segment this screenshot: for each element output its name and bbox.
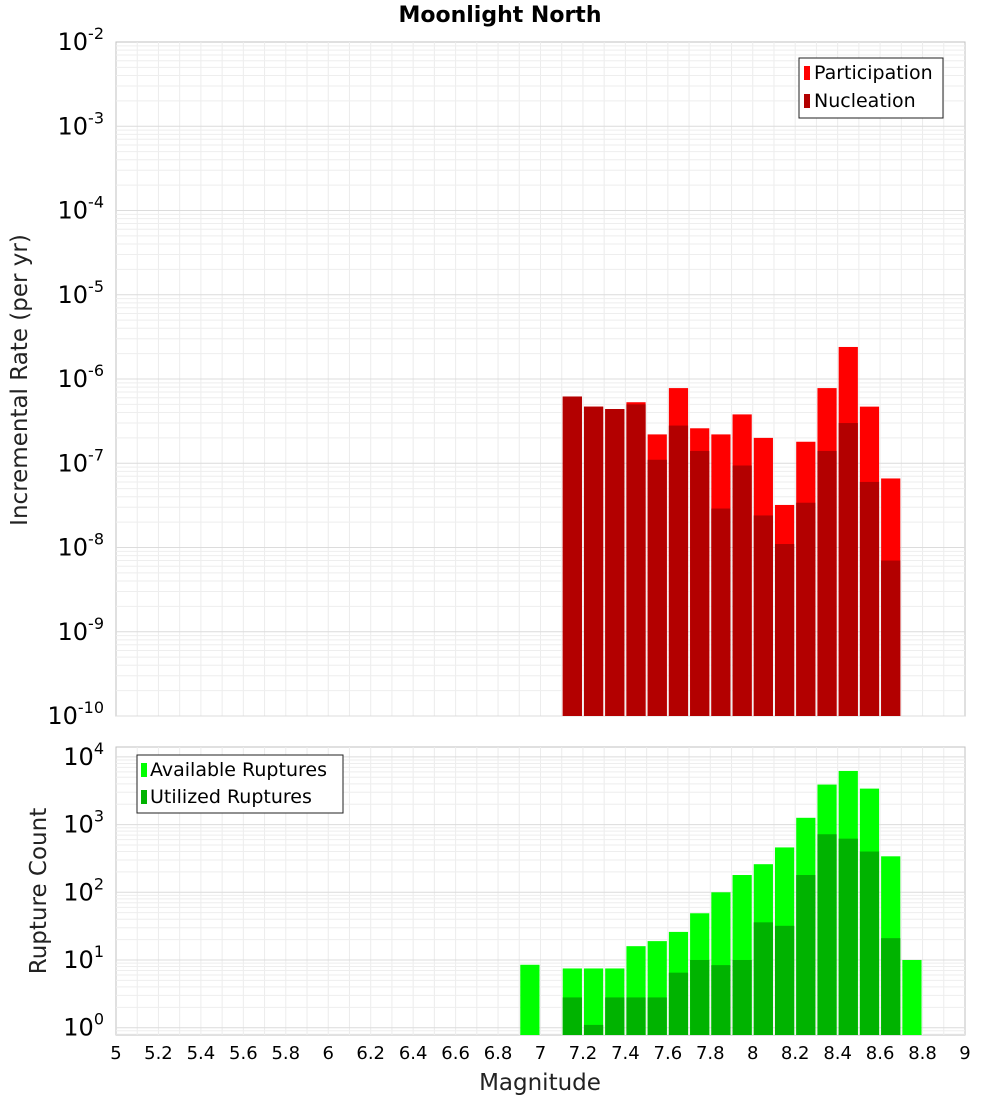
bar-nucleation (753, 515, 773, 716)
bar-utilized-ruptures (859, 851, 880, 1035)
legend-swatch-utilized (141, 790, 147, 804)
x-axis-label: Magnitude (479, 1070, 601, 1096)
count-y-tick-label: 104 (63, 739, 104, 771)
rate-y-tick-label: 10-3 (58, 108, 105, 140)
rate-y-tick-label: 10-4 (58, 193, 105, 225)
x-tick-label: 7.8 (696, 1043, 725, 1064)
chart-title: Moonlight North (398, 3, 601, 28)
x-tick-label: 7 (535, 1043, 546, 1064)
x-tick-label: 5.2 (144, 1043, 173, 1064)
bar-utilized-ruptures (796, 875, 816, 1035)
bar-available-ruptures (902, 959, 922, 1035)
x-tick-label: 8.4 (823, 1043, 852, 1064)
count-y-axis-label: Rupture Count (26, 808, 52, 974)
x-tick-label: 7.2 (569, 1043, 598, 1064)
x-tick-label: 7.6 (654, 1043, 683, 1064)
rate-legend: Participation Nucleation (798, 57, 944, 119)
bar-nucleation (796, 502, 816, 716)
rate-y-tick-label: 10-5 (58, 277, 105, 309)
rate-y-tick-label: 10-9 (58, 614, 105, 646)
bar-available-ruptures (583, 968, 604, 1035)
legend-swatch-participation (804, 66, 810, 80)
count-y-tick-label: 102 (63, 874, 104, 906)
count-legend: Available Ruptures Utilized Ruptures (136, 754, 344, 814)
x-tick-label: 6.8 (484, 1043, 513, 1064)
rate-y-tick-label: 10-2 (58, 24, 105, 56)
count-y-tick-label: 100 (63, 1010, 104, 1042)
rate-y-axis-label: Incremental Rate (per yr) (7, 234, 33, 526)
rate-y-tick-label: 10-8 (58, 530, 105, 562)
count-bars (520, 770, 922, 1035)
rate-panel: 10-2 10-3 10-4 10-5 10-6 10-7 10-8 10-9 10-10 In… (7, 24, 966, 730)
rate-bars (562, 346, 901, 716)
rate-y-tick-label: 10-10 (47, 698, 104, 730)
legend-label-nucleation: Nucleation (814, 90, 916, 112)
bar-nucleation (647, 459, 667, 716)
x-tick-label: 5.4 (187, 1043, 216, 1064)
legend-label-utilized: Utilized Ruptures (150, 786, 312, 808)
bar-nucleation (562, 396, 582, 716)
bar-utilized-ruptures (881, 938, 901, 1035)
legend-label-available: Available Ruptures (150, 759, 327, 781)
x-tick-label: 6.2 (356, 1043, 385, 1064)
x-tick-label: 6.6 (441, 1043, 470, 1064)
bar-utilized-ruptures (732, 959, 752, 1035)
bar-utilized-ruptures (753, 922, 773, 1035)
bar-nucleation (881, 560, 901, 716)
bar-nucleation (711, 508, 731, 716)
bar-nucleation (605, 409, 625, 716)
bar-nucleation (774, 544, 795, 716)
legend-label-participation: Participation (814, 62, 933, 84)
bar-utilized-ruptures (774, 925, 795, 1035)
bar-nucleation (668, 425, 689, 716)
bar-nucleation (732, 465, 752, 716)
x-tick-label: 8 (747, 1043, 758, 1064)
bar-nucleation (626, 404, 646, 716)
bar-available-ruptures (520, 964, 540, 1035)
count-y-tick-label: 101 (63, 942, 104, 974)
x-tick-label: 9 (959, 1043, 970, 1064)
bar-utilized-ruptures (711, 965, 731, 1035)
x-tick-label: 8.8 (908, 1043, 937, 1064)
x-tick-label: 8.6 (866, 1043, 895, 1064)
count-y-tick-labels: 104 103 102 101 100 (63, 739, 104, 1042)
bar-nucleation (859, 481, 880, 716)
bar-utilized-ruptures (626, 997, 646, 1035)
count-legend-box (136, 754, 344, 814)
bar-utilized-ruptures (647, 997, 667, 1035)
bar-utilized-ruptures (817, 834, 837, 1035)
x-tick-label: 5.8 (271, 1043, 300, 1064)
x-tick-label: 6 (323, 1043, 334, 1064)
legend-swatch-available (141, 763, 147, 777)
bar-utilized-ruptures (605, 997, 625, 1035)
x-tick-label: 5 (110, 1043, 121, 1064)
rate-y-tick-labels: 10-2 10-3 10-4 10-5 10-6 10-7 10-8 10-9 10-10 (47, 24, 104, 730)
count-panel: 104 103 102 101 100 5 5.2 5.4 5.6 5.8 6 6.2 6.4 6.6 6… (26, 739, 971, 1096)
bar-utilized-ruptures (838, 838, 858, 1035)
rate-grid (116, 42, 965, 717)
x-tick-label: 6.4 (399, 1043, 428, 1064)
x-tick-label: 7.4 (611, 1043, 640, 1064)
rate-y-tick-label: 10-7 (58, 445, 105, 477)
x-tick-labels: 5 5.2 5.4 5.6 5.8 6 6.2 6.4 6.6 6.8 7 7.2 7.4 7.6 7.8 8… (110, 1043, 970, 1064)
legend-swatch-nucleation (804, 94, 810, 108)
x-tick-label: 5.6 (229, 1043, 258, 1064)
rate-legend-box (798, 57, 944, 119)
bar-utilized-ruptures (690, 959, 710, 1035)
bar-nucleation (817, 450, 837, 716)
bar-utilized-ruptures (583, 1024, 604, 1035)
count-y-tick-label: 103 (63, 807, 104, 839)
bar-nucleation (838, 423, 858, 716)
x-tick-label: 8.2 (781, 1043, 810, 1064)
rate-y-tick-label: 10-6 (58, 361, 105, 393)
bar-nucleation (583, 406, 604, 716)
bar-nucleation (690, 450, 710, 716)
bar-utilized-ruptures (562, 997, 582, 1035)
bar-utilized-ruptures (668, 972, 689, 1035)
